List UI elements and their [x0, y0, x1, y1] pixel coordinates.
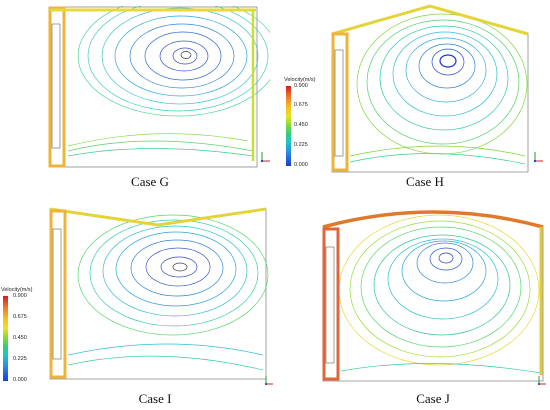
axis-triad-case-h [533, 150, 545, 164]
caption-case-h: Case H [406, 174, 444, 189]
streamline-loops-case-h [349, 13, 528, 165]
axis-triad-case-g [260, 150, 272, 164]
inlet-channel-case-g [48, 6, 66, 168]
colorbar-tick: 0.900 [294, 83, 308, 89]
colorbar-gradient [286, 86, 291, 166]
colorbar-gradient [3, 296, 8, 381]
colorbar-tick: 0.675 [294, 102, 308, 108]
panel-case-g: Case G [0, 0, 275, 205]
streamline-plot-case-g [48, 6, 270, 170]
streamline-loops-case-i [67, 214, 269, 371]
colorbar-tick: 0.450 [13, 335, 27, 341]
colorbar-tick: 0.675 [13, 314, 27, 320]
streamline-plot-case-h [330, 4, 540, 174]
inlet-channel-case-j [322, 227, 340, 381]
streamline-plot-case-j [321, 205, 546, 383]
streamline-plot-case-i [48, 205, 273, 381]
colorbar-case-i: Velocity(m/s) 0.900 0.675 0.450 0.225 0.… [1, 287, 41, 387]
panel-case-h: Velocity(m/s) 0.900 0.675 0.450 0.225 0.… [275, 0, 550, 205]
panel-case-j: Case J [275, 205, 550, 410]
caption-case-g: Case G [131, 174, 169, 189]
colorbar-tick: 0.000 [294, 162, 308, 168]
colorbar-case-h: Velocity(m/s) 0.900 0.675 0.450 0.225 0.… [284, 77, 324, 172]
colorbar-tick: 0.225 [294, 142, 308, 148]
streamline-loops-case-g [67, 6, 270, 157]
colorbar-tick: 0.900 [13, 293, 27, 299]
caption-case-i: Case I [138, 391, 172, 406]
colorbar-tick: 0.000 [13, 377, 27, 383]
colorbar-tick: 0.450 [294, 122, 308, 128]
streamline-svg-case-j [322, 210, 544, 382]
streamline-svg-case-h [331, 4, 529, 173]
inlet-channel-case-h [331, 32, 349, 172]
colorbar-title: Velocity(m/s) [1, 287, 33, 293]
axis-triad-case-i [264, 373, 274, 386]
streamline-svg-case-i [49, 207, 269, 380]
axis-triad-case-j [537, 373, 547, 386]
colorbar-tick: 0.225 [13, 356, 27, 362]
streamline-svg-case-g [48, 6, 270, 168]
inlet-channel-case-i [49, 209, 67, 379]
panel-case-i: Velocity(m/s) 0.900 0.675 0.450 0.225 0.… [0, 205, 275, 410]
colorbar-title: Velocity(m/s) [284, 77, 316, 83]
caption-case-j: Case J [416, 391, 450, 406]
